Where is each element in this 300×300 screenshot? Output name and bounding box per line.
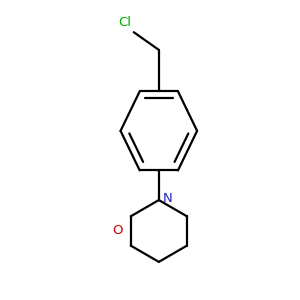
Text: O: O — [112, 224, 123, 238]
Text: Cl: Cl — [118, 16, 131, 29]
Text: N: N — [162, 192, 172, 205]
